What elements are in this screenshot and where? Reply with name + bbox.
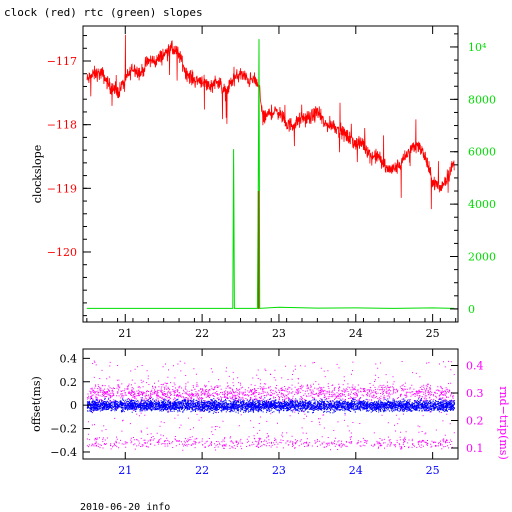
top-xtick-label: 25 — [426, 327, 440, 340]
top-xtick-label: 23 — [272, 327, 286, 340]
top-ytick-label-right: 4000 — [468, 198, 496, 211]
top-ytick-label-right: 0 — [468, 303, 475, 316]
footer-text: 2010-06-20 info — [80, 502, 170, 512]
top-ytick-label-left: −120 — [47, 246, 77, 259]
green-rtc-line — [86, 39, 455, 309]
blue-offset-points — [86, 397, 456, 414]
figure-title: clock (red) rtc (green) slopes — [4, 6, 203, 19]
bottom-xtick-label: 23 — [272, 464, 286, 477]
top-xtick-label: 24 — [349, 327, 363, 340]
bottom-xtick-label: 24 — [349, 464, 363, 477]
bottom-ytick-label-right: 0.2 — [466, 415, 484, 428]
top-chart: 21 22 23 24 25 −117 −118 −119 −120 0 2000 4000 6000 8… — [31, 25, 496, 340]
bottom-xtick-label: 25 — [426, 464, 440, 477]
bottom-ytick-label-left: 0.2 — [60, 376, 78, 389]
bottom-ytick-label-left: 0 — [70, 399, 77, 412]
top-ytick-label-left: −117 — [47, 55, 77, 68]
bottom-ytick-label-right: 0.4 — [466, 360, 484, 373]
top-plot-frame — [82, 25, 459, 323]
bottom-ytick-label-right: 0.1 — [466, 442, 484, 455]
bottom-ytick-label-left: −0.4 — [50, 446, 77, 459]
top-ytick-label-right: 8000 — [468, 93, 496, 106]
top-ytick-label-right: 2000 — [468, 251, 496, 264]
top-xtick-label: 22 — [195, 327, 209, 340]
bottom-ylabel: offset(ms) — [30, 376, 43, 432]
bottom-plot-frame — [82, 348, 459, 460]
bottom-ytick-label-left: −0.2 — [50, 423, 77, 436]
bottom-ytick-label-left: 0.4 — [60, 352, 78, 365]
bottom-xtick-label: 22 — [195, 464, 209, 477]
bottom-ylabel-right: rnd−trip(ms) — [497, 386, 510, 460]
top-ytick-label-left: −119 — [47, 182, 77, 195]
top-ytick-label-right: 6000 — [468, 146, 496, 159]
bottom-chart: 21 22 23 24 25 0.4 0.2 0 −0.2 −0.4 0.4 0.3 0.2 0.1 of… — [30, 348, 510, 477]
top-ytick-label-left: −118 — [47, 119, 77, 132]
top-xtick-label: 21 — [118, 327, 132, 340]
bottom-ytick-label-right: 0.3 — [466, 387, 484, 400]
top-ylabel: clockslope — [31, 145, 44, 203]
magenta-roundtrip-points — [86, 360, 455, 451]
red-clockslope-line — [86, 34, 455, 210]
top-ytick-label-right: 10⁴ — [468, 41, 487, 54]
bottom-xtick-label: 21 — [118, 464, 132, 477]
